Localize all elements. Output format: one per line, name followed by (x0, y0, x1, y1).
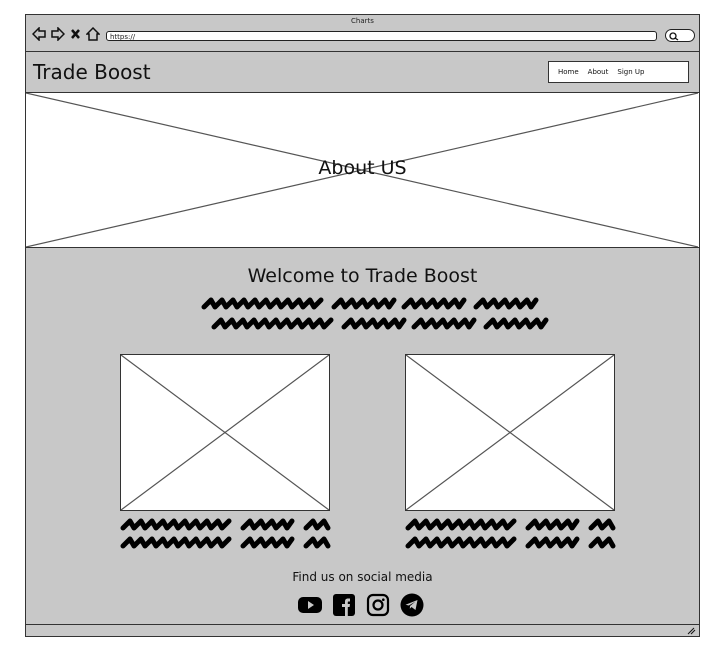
hero-image-placeholder: About US (26, 93, 699, 248)
nav-home[interactable]: Home (558, 68, 579, 76)
facebook-icon[interactable] (332, 593, 356, 617)
nav-sign-up[interactable]: Sign Up (617, 68, 645, 76)
welcome-heading: Welcome to Trade Boost (247, 265, 478, 287)
card-image-cross (120, 354, 330, 511)
browser-window: Charts https:// Trade Boost Home About S… (25, 14, 700, 637)
nav-about[interactable]: About (587, 68, 609, 76)
site-header: Trade Boost Home About Sign Up (26, 52, 699, 93)
card-text-placeholder-right (405, 518, 616, 549)
status-bar (26, 624, 699, 636)
brand-logo[interactable]: Trade Boost (33, 60, 151, 84)
browser-titlebar: Charts https:// (26, 15, 699, 52)
social-title: Find us on social media (292, 570, 433, 584)
instagram-icon[interactable] (366, 593, 390, 617)
back-arrow-icon[interactable] (32, 27, 46, 41)
card-image-cross (405, 354, 615, 511)
card-text-placeholder-left (120, 518, 331, 549)
close-icon[interactable] (70, 27, 81, 41)
resize-grip-icon[interactable] (686, 626, 696, 635)
intro-text-placeholder (201, 297, 549, 330)
hero-title: About US (318, 157, 407, 179)
address-bar[interactable]: https:// (106, 31, 657, 41)
social-links (298, 593, 424, 617)
search-icon (669, 32, 679, 41)
forward-arrow-icon[interactable] (51, 27, 65, 41)
card-image-placeholder-left (120, 354, 330, 511)
search-button[interactable] (665, 29, 695, 42)
home-icon[interactable] (86, 27, 100, 41)
card-image-placeholder-right (405, 354, 615, 511)
window-title: Charts (351, 17, 374, 25)
hero-image-cross (26, 93, 698, 247)
telegram-icon[interactable] (400, 593, 424, 617)
browser-nav-icons (32, 25, 100, 43)
youtube-icon[interactable] (298, 593, 322, 617)
nav-menu: Home About Sign Up (548, 61, 689, 83)
